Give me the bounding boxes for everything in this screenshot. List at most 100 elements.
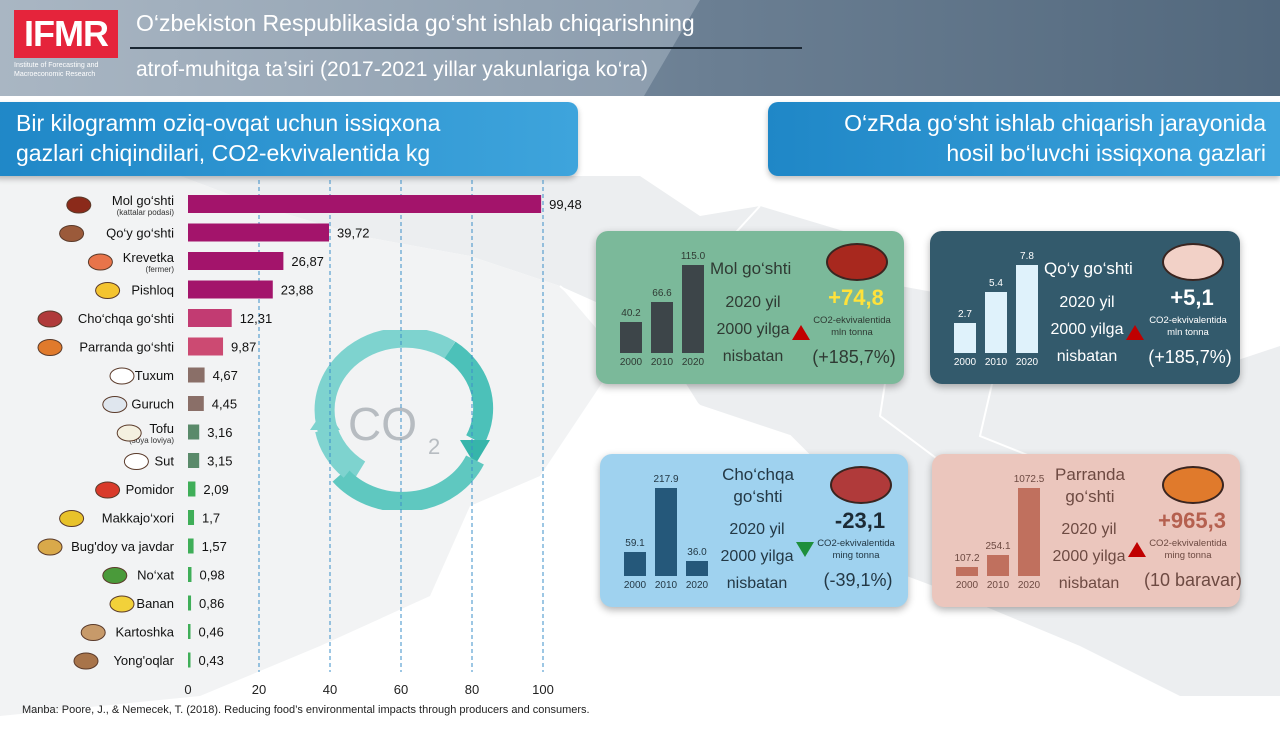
- lamb-leg-icon: [59, 225, 85, 242]
- card-unit-label: CO2-ekvivalentida ming tonna: [1149, 538, 1227, 561]
- bar-value-label: 4,67: [213, 368, 238, 383]
- mini-year-label: 2000: [953, 357, 977, 368]
- mini-year-label: 2020: [681, 357, 705, 368]
- bar: [188, 280, 273, 299]
- bar-value-label: 0,46: [199, 625, 224, 640]
- card-percent-change: (10 baravar): [1144, 570, 1243, 590]
- mini-year-label: 2020: [1015, 357, 1039, 368]
- card-title: Parranda go‘shti: [1055, 465, 1125, 506]
- category-label: Qo‘y go‘shti: [106, 226, 174, 241]
- bar-value-label: 99,48: [549, 197, 582, 212]
- title-divider: [130, 47, 802, 49]
- bar: [188, 624, 191, 639]
- mini-bar-value: 254.1: [985, 541, 1011, 553]
- logo-subtitle: Institute of Forecasting and Macroeconom…: [14, 62, 99, 78]
- bar-value-label: 3,16: [207, 425, 232, 440]
- mini-year-label: 2000: [619, 357, 643, 368]
- bar: [188, 567, 192, 582]
- bar: [188, 510, 195, 525]
- card-unit-label: CO2-ekvivalentida mln tonna: [813, 315, 891, 338]
- chicken-icon: [37, 339, 63, 356]
- category-note: (soya loviya): [129, 436, 174, 445]
- steak-icon: [826, 243, 888, 281]
- card-unit-label: CO2-ekvivalentida ming tonna: [817, 538, 895, 561]
- mini-bar-value: 7.8: [1020, 251, 1034, 262]
- mini-bar-value: 40.2: [621, 308, 641, 320]
- mini-bar: [987, 555, 1009, 576]
- ham-icon: [37, 310, 63, 328]
- banana-icon: [109, 595, 135, 613]
- ham-icon: [830, 466, 892, 504]
- card-percent-change: (+185,7%): [812, 347, 896, 367]
- bar-value-label: 0,98: [199, 568, 224, 583]
- bar: [188, 538, 194, 554]
- bar: [188, 337, 224, 356]
- bar: [188, 595, 192, 611]
- meat-card: 107.2 2000 254.1 2010 1072.5 2020 Parranda go‘s…: [932, 454, 1243, 607]
- mini-year-label: 2010: [650, 357, 674, 368]
- co2-arrow-up-icon: [310, 408, 340, 430]
- category-label: Krevetka: [123, 250, 175, 265]
- tomato-icon: [95, 481, 121, 499]
- left-section-banner: Bir kilogramm oziq-ovqat uchun issiqxona…: [0, 102, 578, 176]
- card-change-value: +74,8: [828, 285, 884, 310]
- card-comparison-text: 2020 yil 2000 yilga nisbatan: [1050, 294, 1124, 365]
- mini-bar: [686, 561, 708, 576]
- bar-value-label: 0,43: [199, 653, 224, 668]
- right-banner-line2: hosil bo‘luvchi issiqxona gazlari: [946, 140, 1266, 166]
- category-label: Banan: [136, 596, 174, 611]
- mini-bar-value: 66.6: [652, 288, 672, 300]
- meat-card: 2.7 2000 5.4 2010 7.8 2020 Qo‘y go‘shti 2020 yi…: [930, 231, 1240, 384]
- category-label: Sut: [154, 454, 174, 469]
- category-note: (kattalar podasi): [117, 208, 175, 217]
- bar-value-label: 4,45: [212, 397, 237, 412]
- bar: [188, 652, 191, 668]
- co2-arrow-down-icon: [460, 440, 490, 465]
- co2-cycle-graphic: CO 2: [310, 330, 494, 510]
- wheat-icon: [37, 538, 63, 556]
- mini-bar-chart: 107.2 2000 254.1 2010 1072.5 2020: [950, 472, 1046, 591]
- category-label: Cho‘chqa go‘shti: [78, 311, 174, 326]
- category-label: Kartoshka: [115, 625, 174, 640]
- bar-value-label: 2,09: [203, 482, 228, 497]
- category-label: Pishloq: [131, 283, 174, 298]
- bar: [188, 252, 284, 270]
- mini-bar: [1018, 488, 1040, 576]
- bar-value-label: 0,86: [199, 596, 224, 611]
- mini-year-label: 2010: [984, 357, 1008, 368]
- mini-bar-value: 5.4: [989, 278, 1003, 290]
- mini-year-label: 2020: [685, 580, 709, 591]
- left-banner-line2: gazlari chiqindilari, CO2-ekvivalentida …: [16, 140, 431, 166]
- card-title: Qo‘y go‘shti: [1044, 259, 1133, 278]
- page-title-line2: atrof-muhitga ta’siri (2017-2021 yillar …: [136, 58, 649, 81]
- mini-year-label: 2010: [654, 580, 678, 591]
- tofu-icon: [116, 424, 142, 442]
- card-change-value: +965,3: [1158, 508, 1226, 533]
- increase-arrow-icon: [1126, 325, 1144, 340]
- egg-icon: [109, 367, 135, 385]
- x-tick-label: 60: [394, 682, 408, 697]
- right-section-banner: O‘zRda go‘sht ishlab chiqarish jarayonid…: [768, 102, 1280, 176]
- x-tick-label: 20: [252, 682, 266, 697]
- bar-value-label: 1,7: [202, 511, 220, 526]
- mini-bar-value: 59.1: [625, 538, 645, 550]
- mini-bar: [651, 302, 673, 353]
- card-unit-label: CO2-ekvivalentida mln tonna: [1149, 315, 1227, 338]
- mini-bar: [956, 567, 978, 576]
- meat-card: 40.2 2000 66.6 2010 115.0 2020 Mol go‘shti 2020…: [596, 231, 904, 384]
- card-percent-change: (+185,7%): [1148, 347, 1232, 367]
- chicken-icon: [1162, 466, 1224, 504]
- decrease-arrow-icon: [796, 542, 814, 557]
- mini-bar-value: 217.9: [653, 474, 679, 485]
- mini-bar: [624, 552, 646, 576]
- mini-bar-chart: 59.1 2000 217.9 2010 36.0 2020: [618, 472, 714, 591]
- card-change-value: -23,1: [834, 508, 886, 533]
- cheese-icon: [95, 282, 121, 299]
- mini-bar-value: 36.0: [687, 547, 707, 559]
- bar-value-label: 12,31: [240, 311, 273, 326]
- bar: [188, 195, 542, 213]
- category-label: Guruch: [131, 397, 174, 412]
- steak-icon: [66, 196, 92, 214]
- bar: [188, 453, 200, 468]
- corn-icon: [59, 510, 85, 527]
